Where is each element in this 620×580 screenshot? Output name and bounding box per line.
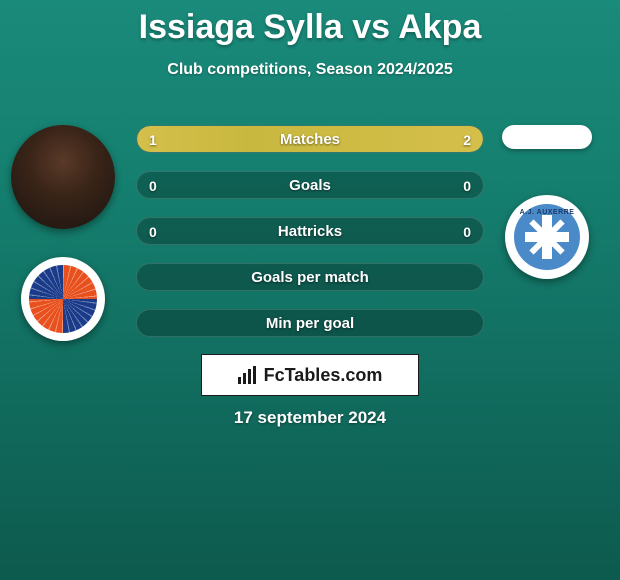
right-player-column: A.J. AUXERRE [492, 125, 602, 279]
stat-label: Goals per match [137, 264, 483, 291]
stat-row-goals-per-match: Goals per match [136, 263, 484, 291]
stats-bars: 1 Matches 2 0 Goals 0 0 Hattricks 0 Goal… [136, 125, 484, 355]
stat-value-right: 0 [463, 172, 471, 199]
player-left-photo [11, 125, 115, 229]
stat-label: Min per goal [137, 310, 483, 337]
branding-box[interactable]: FcTables.com [201, 354, 419, 396]
date-label: 17 september 2024 [0, 408, 620, 428]
page-subtitle: Club competitions, Season 2024/2025 [0, 61, 620, 79]
left-player-column [8, 125, 118, 341]
stat-label: Matches [137, 126, 483, 153]
club-right-logo: A.J. AUXERRE [505, 195, 589, 279]
brand-text: FcTables.com [264, 365, 383, 386]
stat-value-right: 0 [463, 218, 471, 245]
cross-icon [525, 215, 569, 259]
stat-row-matches: 1 Matches 2 [136, 125, 484, 153]
club-left-logo [21, 257, 105, 341]
stat-value-right: 2 [463, 126, 471, 153]
stat-row-hattricks: 0 Hattricks 0 [136, 217, 484, 245]
stat-row-goals: 0 Goals 0 [136, 171, 484, 199]
stat-label: Hattricks [137, 218, 483, 245]
stat-label: Goals [137, 172, 483, 199]
player-right-blank [502, 125, 592, 149]
chart-icon [238, 366, 258, 384]
page-title: Issiaga Sylla vs Akpa [0, 0, 620, 47]
stat-row-min-per-goal: Min per goal [136, 309, 484, 337]
